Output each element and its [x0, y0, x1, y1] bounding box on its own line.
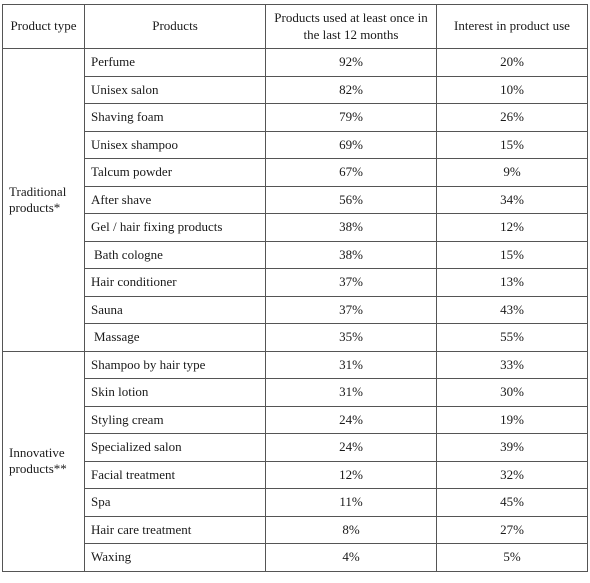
used-percentage-cell: 38% — [266, 241, 437, 269]
used-percentage-cell: 31% — [266, 379, 437, 407]
header-product-type: Product type — [3, 5, 85, 49]
table-row: Massage 35% 55% — [3, 324, 588, 352]
table-row: Specialized salon 24% 39% — [3, 434, 588, 462]
interest-percentage-cell: 34% — [437, 186, 588, 214]
table-row: Talcum powder 67% 9% — [3, 159, 588, 187]
interest-percentage-cell: 26% — [437, 104, 588, 132]
product-name-cell: Specialized salon — [85, 434, 266, 462]
used-percentage-cell: 82% — [266, 76, 437, 104]
interest-percentage-cell: 27% — [437, 516, 588, 544]
product-name-cell: Facial treatment — [85, 461, 266, 489]
used-percentage-cell: 69% — [266, 131, 437, 159]
used-percentage-cell: 79% — [266, 104, 437, 132]
product-name-cell: Styling cream — [85, 406, 266, 434]
used-percentage-cell: 38% — [266, 214, 437, 242]
table-row: Gel / hair fixing products 38% 12% — [3, 214, 588, 242]
product-name-cell: Unisex salon — [85, 76, 266, 104]
product-name-cell: Sauna — [85, 296, 266, 324]
product-usage-table: Product type Products Products used at l… — [2, 4, 588, 572]
product-name-cell: Hair care treatment — [85, 516, 266, 544]
interest-percentage-cell: 43% — [437, 296, 588, 324]
table-body: Traditional products* Perfume 92% 20% Unisex… — [3, 49, 588, 572]
product-usage-table-container: Product type Products Products used at l… — [2, 4, 588, 572]
product-name-cell: Gel / hair fixing products — [85, 214, 266, 242]
product-type-cell: Traditional products* — [3, 49, 85, 352]
table-row: Sauna 37% 43% — [3, 296, 588, 324]
used-percentage-cell: 56% — [266, 186, 437, 214]
table-row: Bath cologne 38% 15% — [3, 241, 588, 269]
product-name-cell: Bath cologne — [85, 241, 266, 269]
product-name-cell: Shaving foam — [85, 104, 266, 132]
table-row: Traditional products* Perfume 92% 20% — [3, 49, 588, 77]
table-row: Shaving foam 79% 26% — [3, 104, 588, 132]
header-products: Products — [85, 5, 266, 49]
table-row: Facial treatment 12% 32% — [3, 461, 588, 489]
interest-percentage-cell: 5% — [437, 544, 588, 572]
table-row: Styling cream 24% 19% — [3, 406, 588, 434]
table-row: Waxing 4% 5% — [3, 544, 588, 572]
used-percentage-cell: 8% — [266, 516, 437, 544]
interest-percentage-cell: 32% — [437, 461, 588, 489]
interest-percentage-cell: 13% — [437, 269, 588, 297]
header-interest: Interest in product use — [437, 5, 588, 49]
used-percentage-cell: 12% — [266, 461, 437, 489]
product-name-cell: Perfume — [85, 49, 266, 77]
used-percentage-cell: 37% — [266, 296, 437, 324]
product-name-cell: Massage — [85, 324, 266, 352]
table-row: Skin lotion 31% 30% — [3, 379, 588, 407]
interest-percentage-cell: 15% — [437, 131, 588, 159]
table-row: Hair conditioner 37% 13% — [3, 269, 588, 297]
interest-percentage-cell: 20% — [437, 49, 588, 77]
table-row: Unisex shampoo 69% 15% — [3, 131, 588, 159]
product-type-cell: Innovative products** — [3, 351, 85, 571]
interest-percentage-cell: 9% — [437, 159, 588, 187]
product-name-cell: Talcum powder — [85, 159, 266, 187]
interest-percentage-cell: 33% — [437, 351, 588, 379]
interest-percentage-cell: 39% — [437, 434, 588, 462]
interest-percentage-cell: 45% — [437, 489, 588, 517]
table-header: Product type Products Products used at l… — [3, 5, 588, 49]
used-percentage-cell: 31% — [266, 351, 437, 379]
table-row: Innovative products** Shampoo by hair typ… — [3, 351, 588, 379]
table-row: After shave 56% 34% — [3, 186, 588, 214]
product-name-cell: Waxing — [85, 544, 266, 572]
used-percentage-cell: 24% — [266, 406, 437, 434]
product-name-cell: After shave — [85, 186, 266, 214]
used-percentage-cell: 4% — [266, 544, 437, 572]
header-used-last-12-months: Products used at least once in the last … — [266, 5, 437, 49]
table-row: Unisex salon 82% 10% — [3, 76, 588, 104]
used-percentage-cell: 67% — [266, 159, 437, 187]
product-name-cell: Skin lotion — [85, 379, 266, 407]
product-name-cell: Shampoo by hair type — [85, 351, 266, 379]
used-percentage-cell: 37% — [266, 269, 437, 297]
interest-percentage-cell: 12% — [437, 214, 588, 242]
product-name-cell: Hair conditioner — [85, 269, 266, 297]
interest-percentage-cell: 10% — [437, 76, 588, 104]
used-percentage-cell: 24% — [266, 434, 437, 462]
used-percentage-cell: 11% — [266, 489, 437, 517]
used-percentage-cell: 35% — [266, 324, 437, 352]
interest-percentage-cell: 19% — [437, 406, 588, 434]
product-name-cell: Spa — [85, 489, 266, 517]
table-row: Hair care treatment 8% 27% — [3, 516, 588, 544]
interest-percentage-cell: 15% — [437, 241, 588, 269]
header-row: Product type Products Products used at l… — [3, 5, 588, 49]
table-row: Spa 11% 45% — [3, 489, 588, 517]
interest-percentage-cell: 30% — [437, 379, 588, 407]
interest-percentage-cell: 55% — [437, 324, 588, 352]
used-percentage-cell: 92% — [266, 49, 437, 77]
product-name-cell: Unisex shampoo — [85, 131, 266, 159]
